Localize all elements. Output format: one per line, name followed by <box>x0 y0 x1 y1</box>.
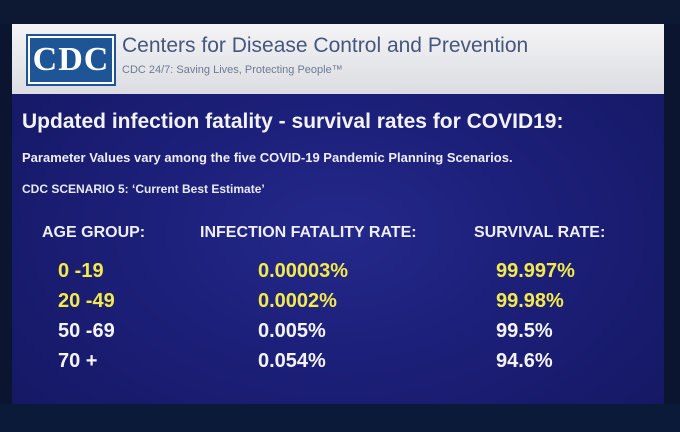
row-survival-rate: 99.997% <box>496 260 575 282</box>
cdc-logo: CDC <box>28 36 114 84</box>
column-header-age-group: AGE GROUP: <box>42 224 146 241</box>
row-fatality-rate: 0.054% <box>258 350 326 372</box>
row-survival-rate: 94.6% <box>496 350 553 372</box>
agency-tagline: CDC 24/7: Saving Lives, Protecting Peopl… <box>122 64 343 76</box>
row-age-group: 70 + <box>58 350 98 372</box>
bottom-border <box>0 404 680 432</box>
row-survival-rate: 99.5% <box>496 320 553 342</box>
presentation-screen: CDC Centers for Disease Control and Prev… <box>12 24 664 404</box>
row-fatality-rate: 0.0002% <box>258 290 337 312</box>
agency-name: Centers for Disease Control and Preventi… <box>122 34 529 57</box>
row-age-group: 0 -19 <box>58 260 104 282</box>
row-fatality-rate: 0.005% <box>258 320 326 342</box>
slide-subtitle: Parameter Values vary among the five COV… <box>22 150 513 165</box>
cdc-header-banner: CDC Centers for Disease Control and Prev… <box>12 24 664 94</box>
row-age-group: 20 -49 <box>58 290 115 312</box>
scenario-label: CDC SCENARIO 5: ‘Current Best Estimate’ <box>22 182 265 196</box>
slide-title: Updated infection fatality - survival ra… <box>22 110 564 133</box>
column-header-survival-rate: SURVIVAL RATE: <box>474 224 606 241</box>
row-age-group: 50 -69 <box>58 320 115 342</box>
row-survival-rate: 99.98% <box>496 290 564 312</box>
top-border <box>0 0 680 24</box>
row-fatality-rate: 0.00003% <box>258 260 349 282</box>
column-header-fatality-rate: INFECTION FATALITY RATE: <box>200 224 417 241</box>
